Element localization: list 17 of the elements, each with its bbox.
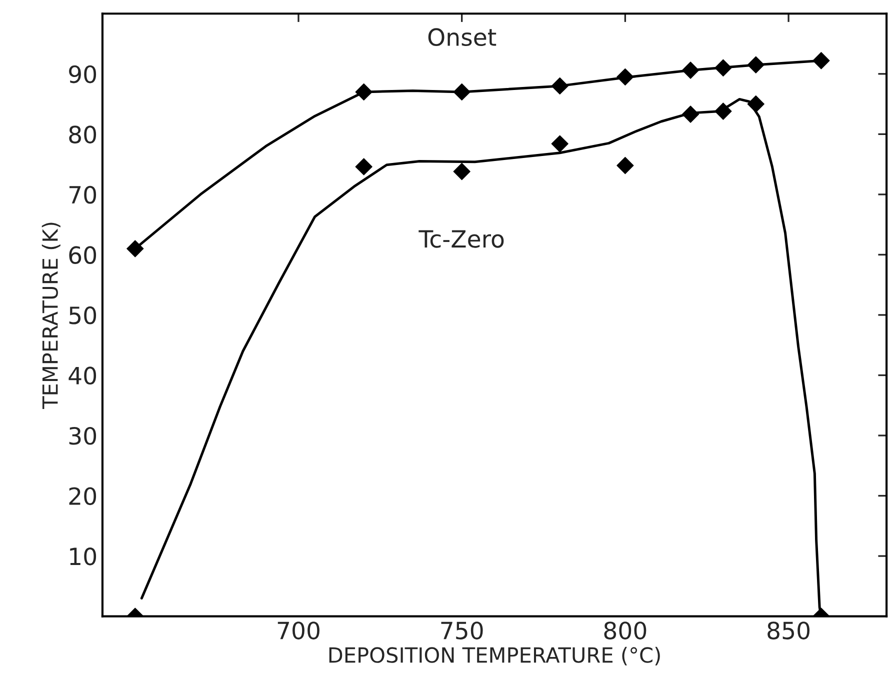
y-tick-label: 70 xyxy=(69,186,96,204)
series-label: Onset xyxy=(428,28,496,46)
x-tick-label: 850 xyxy=(768,622,810,640)
text: Tc-Zero xyxy=(418,230,504,248)
y-tick-label: 60 xyxy=(69,246,96,264)
y-tick-label: 10 xyxy=(70,547,96,566)
y-tick-label: 30 xyxy=(69,426,96,445)
y-axis-title: TEMPERATURE (K) xyxy=(42,222,60,410)
y-tick-label: 40 xyxy=(68,366,96,385)
x-tick-label: 800 xyxy=(604,622,646,640)
x-axis-title: DEPOSITION TEMPERATURE (°C) xyxy=(329,646,660,666)
y-tick-label: 90 xyxy=(69,65,96,84)
y-tick-label: 80 xyxy=(69,126,96,144)
x-tick-label: 700 xyxy=(278,622,320,640)
x-tick-label: 750 xyxy=(441,622,483,640)
y-tick-label: 50 xyxy=(69,306,96,324)
y-tick-label: 20 xyxy=(69,487,96,506)
